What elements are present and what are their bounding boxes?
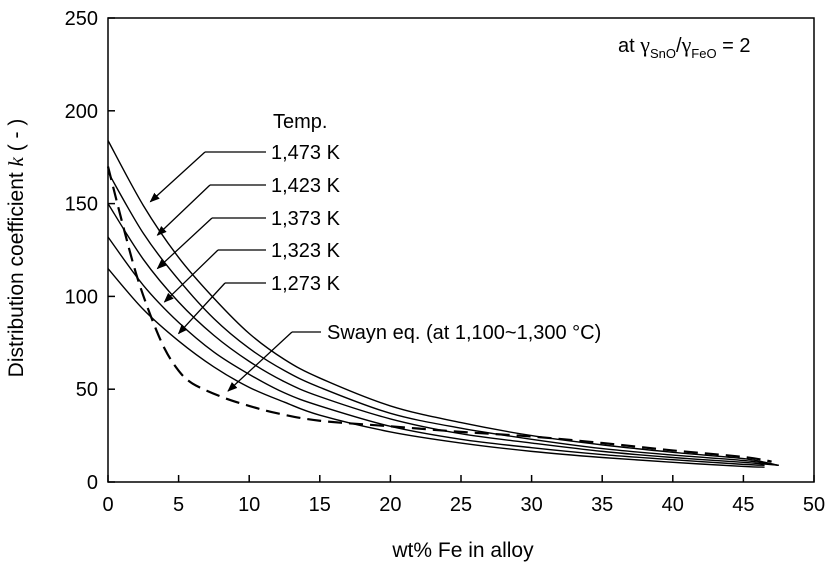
swayn-arrow (227, 331, 293, 392)
plot-frame (107, 17, 815, 483)
x-tick-label: 45 (732, 494, 754, 516)
series-line-1373k (107, 203, 779, 466)
y-tick-label: 150 (65, 194, 98, 216)
swayn-label: Swayn eq. (at 1,100~1,300 °C) (327, 322, 601, 344)
y-axis-title: Distribution coefficient k ( - ) (4, 119, 28, 378)
series-label: 1,473 K (271, 142, 341, 164)
label-arrow (177, 282, 226, 335)
annotation-gamma-2: γ (681, 32, 692, 57)
ratio-annotation: at γSnO/γFeO = 2 (618, 32, 751, 61)
x-tick-label: 5 (173, 494, 184, 516)
series-line-swayn (106, 166, 772, 463)
series-label: 1,323 K (271, 240, 341, 262)
series-label: 1,373 K (271, 208, 341, 230)
x-tick-label: 10 (238, 494, 260, 516)
x-axis-title: wt% Fe in alloy (391, 539, 534, 562)
y-tick-label: 0 (87, 472, 98, 494)
y-axis-title-unit: ( - ) (5, 119, 28, 157)
annotation-sub-1: SnO (650, 46, 676, 61)
label-arrow (156, 184, 211, 236)
series-label: 1,423 K (271, 175, 341, 197)
x-tick-label: 30 (520, 494, 542, 516)
legend-title: Temp. (273, 111, 327, 133)
annotation-gamma-1: γ (639, 32, 650, 57)
series-label: 1,273 K (271, 273, 341, 295)
axis-ticks: 0 5 10 15 20 25 30 35 40 45 50 0 50 100 150 200 250 (65, 8, 826, 516)
x-tick-label: 0 (102, 494, 113, 516)
y-axis-title-main: Distribution coefficient (5, 166, 28, 377)
series-labels: 1,473 K 1,423 K 1,373 K 1,323 K 1,273 K Swayn… (271, 142, 601, 344)
series-line-1273k (107, 268, 765, 468)
plot-border (107, 17, 815, 483)
label-arrow (149, 151, 206, 203)
series-group (106, 140, 779, 468)
label-arrow (156, 217, 213, 270)
y-tick-label: 200 (65, 101, 98, 123)
label-arrows (149, 151, 321, 392)
annotation-suffix: = 2 (717, 35, 751, 57)
y-tick-label: 50 (76, 379, 98, 401)
series-line-1423k (107, 171, 779, 466)
x-tick-label: 20 (379, 494, 401, 516)
y-tick-label: 100 (65, 286, 98, 308)
annotation-slash: / (676, 35, 682, 57)
annotation-sub-2: FeO (691, 46, 716, 61)
label-arrow (163, 249, 219, 303)
x-tick-label: 15 (309, 494, 331, 516)
y-axis-title-variable: k (4, 156, 28, 166)
x-tick-label: 35 (591, 494, 613, 516)
x-tick-label: 40 (662, 494, 684, 516)
y-tick-label: 250 (65, 8, 98, 30)
x-tick-label: 25 (450, 494, 472, 516)
annotation-prefix: at (618, 35, 640, 57)
x-tick-label: 50 (803, 494, 825, 516)
series-line-1473k (107, 140, 779, 466)
